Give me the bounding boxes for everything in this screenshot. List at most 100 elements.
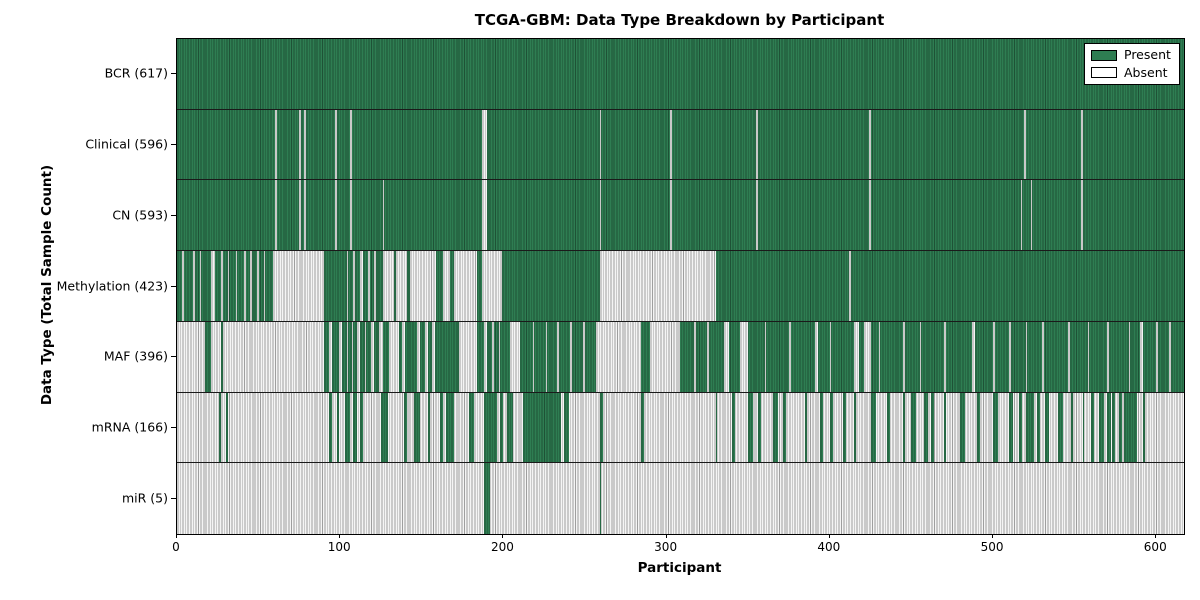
present-segment <box>359 392 364 463</box>
absent-segment <box>177 321 205 392</box>
y-tick-mark <box>171 73 176 75</box>
present-segment <box>976 392 980 463</box>
x-tick-mark <box>339 534 341 538</box>
absent-segment <box>211 251 215 321</box>
absent-segment <box>1139 321 1144 392</box>
absent-segment <box>1030 180 1033 251</box>
absent-segment <box>756 180 759 251</box>
absent-segment <box>410 251 437 321</box>
y-tick-label-clinical: Clinical (596) <box>85 136 168 152</box>
absent-segment <box>416 321 421 392</box>
present-segment <box>428 392 430 463</box>
present-segment <box>1009 392 1013 463</box>
present-segment <box>1118 392 1122 463</box>
present-segment <box>439 392 444 463</box>
present-segment <box>1099 392 1105 463</box>
x-tick-mark <box>1155 534 1157 538</box>
absent-segment <box>869 180 871 251</box>
y-tick-label-bcr: BCR (617) <box>104 65 168 81</box>
present-segment <box>944 392 946 463</box>
absent-segment <box>599 109 602 180</box>
present-segment <box>960 392 966 463</box>
absent-segment <box>299 109 302 180</box>
absent-segment <box>570 321 572 392</box>
absent-segment <box>459 321 478 392</box>
x-tick-mark <box>992 534 994 538</box>
present-segment <box>469 392 475 463</box>
absent-segment <box>944 321 946 392</box>
present-segment <box>640 392 644 463</box>
absent-segment <box>364 321 367 392</box>
absent-segment <box>243 251 246 321</box>
absent-segment <box>829 321 832 392</box>
y-tick-mark <box>171 426 176 428</box>
absent-segment <box>1068 321 1070 392</box>
absent-segment <box>338 321 342 392</box>
x-tick-mark <box>502 534 504 538</box>
present-segment <box>219 392 222 463</box>
absent-segment <box>263 251 266 321</box>
absent-segment <box>382 180 385 251</box>
absent-segment <box>222 321 324 392</box>
present-segment <box>748 392 754 463</box>
present-segment <box>1037 392 1041 463</box>
absent-segment <box>431 321 435 392</box>
absent-segment <box>1081 180 1083 251</box>
present-segment <box>483 392 497 463</box>
absent-segment <box>694 321 696 392</box>
absent-segment <box>532 321 535 392</box>
present-segment <box>829 392 834 463</box>
absent-segment <box>583 321 585 392</box>
absent-segment <box>395 251 408 321</box>
absent-segment <box>1169 321 1171 392</box>
row-maf <box>177 321 1184 393</box>
x-tick-mark <box>828 534 830 538</box>
y-tick-mark <box>171 144 176 146</box>
absent-segment <box>1156 321 1158 392</box>
present-segment <box>715 392 718 463</box>
absent-segment <box>1107 321 1109 392</box>
row-methylation <box>177 251 1184 322</box>
absent-segment <box>869 109 871 180</box>
absent-segment <box>211 321 222 392</box>
present-segment <box>506 392 514 463</box>
absent-segment <box>379 321 383 392</box>
absent-segment <box>482 109 488 180</box>
absent-segment <box>854 321 860 392</box>
absent-segment <box>382 251 395 321</box>
present-segment <box>1025 392 1034 463</box>
absent-segment <box>199 251 202 321</box>
absent-segment <box>454 251 478 321</box>
present-segment <box>1112 392 1116 463</box>
absent-segment <box>328 321 333 392</box>
present-segment <box>381 392 388 463</box>
absent-segment <box>1087 321 1090 392</box>
present-segment <box>993 392 998 463</box>
x-tick-label-300: 300 <box>654 540 678 554</box>
present-segment <box>1019 392 1023 463</box>
absent-segment <box>273 251 324 321</box>
absent-segment <box>864 321 871 392</box>
absent-segment <box>304 180 306 251</box>
absent-segment <box>498 321 501 392</box>
y-tick-mark <box>171 497 176 499</box>
absent-segment <box>1025 321 1028 392</box>
present-segment <box>820 392 824 463</box>
present-segment <box>225 392 228 463</box>
absent-segment <box>545 321 548 392</box>
absent-segment <box>756 109 759 180</box>
present-segment <box>413 392 421 463</box>
absent-segment <box>707 321 710 392</box>
absent-segment <box>274 180 277 251</box>
chart-title: TCGA-GBM: Data Type Breakdown by Partici… <box>474 11 885 29</box>
x-tick-label-600: 600 <box>1143 540 1167 554</box>
x-tick-label-100: 100 <box>327 540 351 554</box>
legend: Present Absent <box>1084 43 1180 85</box>
y-tick-label-cn: CN (593) <box>112 207 168 223</box>
absent-segment <box>993 321 995 392</box>
present-segment <box>353 392 357 463</box>
absent-segment <box>1128 321 1131 392</box>
absent-segment <box>371 321 375 392</box>
absent-segment <box>849 251 852 321</box>
absent-segment <box>482 180 488 251</box>
